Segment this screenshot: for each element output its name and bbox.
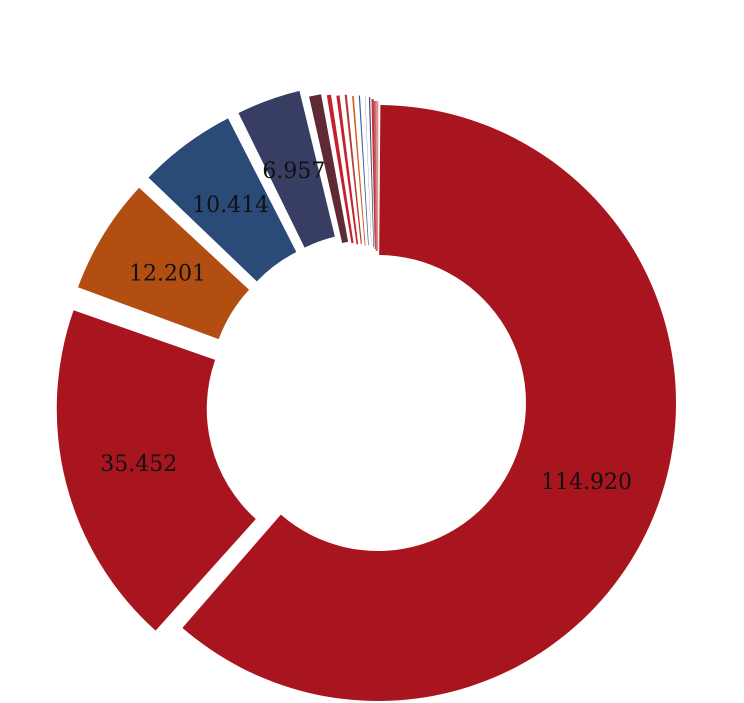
slice-label-4: 10.414 — [192, 193, 269, 218]
slice-label-5: 6.957 — [262, 159, 325, 184]
slices-group — [56, 90, 676, 702]
donut-slice-11[interactable] — [358, 95, 369, 246]
donut-slice-4[interactable] — [148, 118, 297, 282]
donut-slice-14[interactable] — [371, 99, 376, 250]
donut-slice-7[interactable] — [326, 94, 354, 244]
slice-label-2: 35.452 — [100, 452, 177, 477]
donut-slice-3[interactable] — [77, 187, 250, 340]
donut-slice-16[interactable] — [375, 101, 379, 252]
slice-label-3: 12.201 — [129, 262, 206, 287]
donut-slice-8[interactable] — [336, 95, 359, 245]
donut-slice-9[interactable] — [344, 94, 362, 244]
donut-slice-12[interactable] — [364, 95, 372, 246]
donut-slice-10[interactable] — [352, 95, 366, 246]
slice-label-1: 114.920 — [541, 470, 632, 495]
donut-slice-6[interactable] — [309, 94, 349, 243]
donut-slice-1[interactable] — [182, 105, 676, 702]
donut-slice-13[interactable] — [368, 97, 374, 248]
donut-slice-5[interactable] — [238, 90, 335, 248]
donut-slice-2[interactable] — [56, 310, 256, 631]
labels-group: 114.920 35.452 12.201 10.414 6.957 — [100, 159, 632, 495]
